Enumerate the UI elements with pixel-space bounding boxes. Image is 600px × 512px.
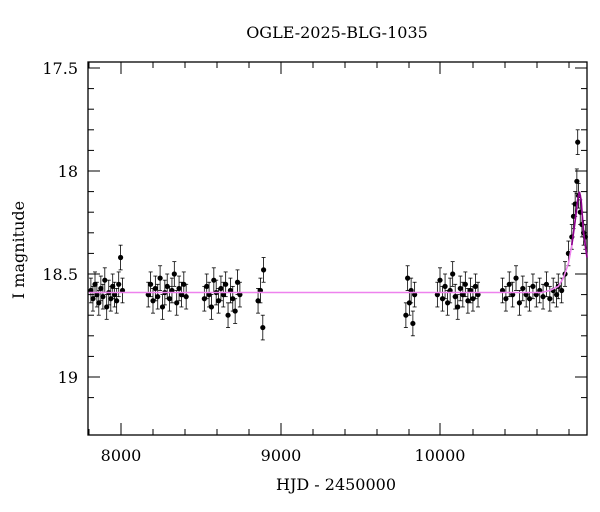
data-point	[260, 314, 266, 341]
axis-tick-labels: 8000 9000 10000 17.5 18 18.5 19	[42, 59, 465, 465]
data-point	[208, 294, 215, 320]
data-point	[155, 283, 161, 310]
data-point	[523, 281, 529, 308]
data-point	[470, 285, 476, 312]
data-point	[412, 281, 418, 308]
data-point	[457, 275, 463, 302]
data-point	[540, 283, 546, 310]
data-point	[119, 277, 126, 304]
data-points	[88, 129, 588, 341]
model-curve-peak	[571, 191, 588, 258]
data-point	[174, 290, 180, 316]
chart-title: OGLE-2025-BLG-1035	[246, 23, 428, 42]
data-point	[104, 294, 110, 320]
data-point	[537, 277, 543, 304]
data-point	[100, 283, 106, 310]
data-point	[437, 267, 443, 293]
data-point	[218, 275, 224, 302]
data-point	[225, 302, 231, 328]
x-tick-label: 10000	[415, 446, 466, 465]
data-point	[520, 275, 526, 302]
data-point	[455, 294, 461, 320]
y-axis-label: I magnitude	[9, 201, 28, 299]
x-tick-label: 9000	[261, 446, 302, 465]
data-point	[513, 265, 519, 291]
y-tick-label: 17.5	[42, 59, 78, 78]
x-tick-label: 8000	[101, 446, 142, 465]
data-point	[183, 283, 189, 310]
data-point	[447, 277, 453, 304]
data-point	[410, 310, 416, 337]
data-point	[450, 261, 456, 287]
data-point	[434, 281, 440, 308]
plot-frame	[87, 61, 588, 436]
data-point	[232, 298, 238, 324]
data-point	[408, 277, 414, 304]
axis-ticks	[88, 62, 587, 435]
y-tick-label: 18	[58, 162, 78, 181]
data-point	[169, 277, 175, 304]
y-tick-label: 18.5	[42, 265, 78, 284]
data-point	[118, 244, 124, 271]
data-point	[176, 275, 182, 302]
x-axis-label: HJD - 2450000	[276, 475, 396, 494]
model-curve	[89, 191, 588, 294]
data-point	[575, 129, 581, 155]
data-point	[543, 271, 550, 298]
data-point	[516, 290, 523, 316]
data-point	[157, 265, 163, 291]
data-point	[442, 273, 448, 300]
y-tick-label: 19	[58, 368, 78, 387]
data-point	[530, 273, 536, 300]
data-point	[159, 294, 166, 320]
data-point	[503, 285, 509, 312]
data-point	[260, 257, 267, 283]
data-point	[559, 277, 565, 304]
data-point	[237, 281, 243, 308]
data-point	[102, 267, 108, 293]
data-point	[171, 261, 177, 287]
